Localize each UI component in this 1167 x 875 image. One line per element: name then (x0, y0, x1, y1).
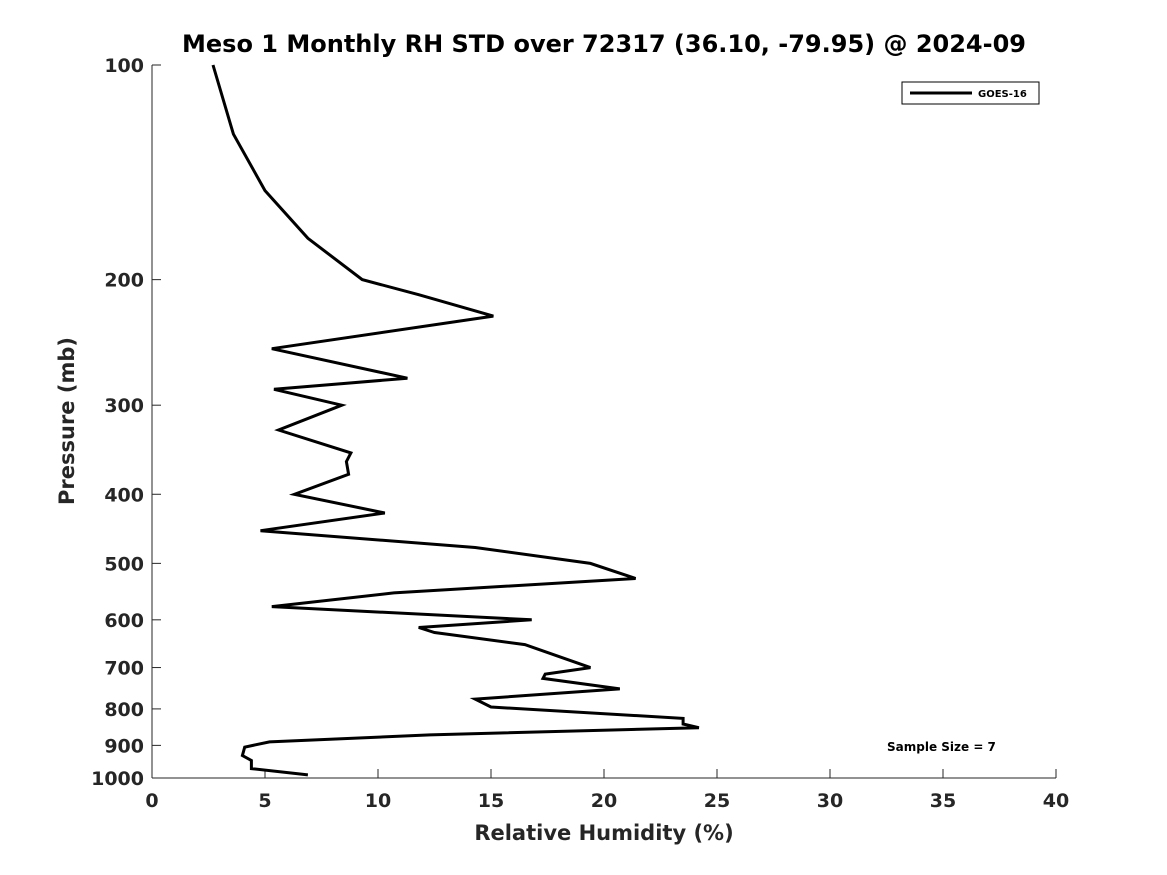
series-layer (211, 64, 700, 777)
x-ticks: 0 5 10 15 20 25 30 35 40 (145, 769, 1069, 812)
y-axis-label: Pressure (mb) (55, 337, 79, 505)
y-tick-label: 300 (104, 395, 144, 417)
y-tick-label: 200 (104, 270, 144, 292)
x-tick-label: 10 (365, 790, 391, 812)
legend-label-goes16: GOES-16 (978, 89, 1027, 100)
x-tick-label: 40 (1043, 790, 1069, 812)
y-tick-label: 800 (104, 699, 144, 721)
x-tick-label: 30 (817, 790, 843, 812)
chart-title: Meso 1 Monthly RH STD over 72317 (36.10,… (182, 30, 1026, 58)
sample-size-annotation: Sample Size = 7 (887, 740, 996, 754)
y-tick-label: 400 (104, 484, 144, 506)
x-tick-label: 25 (704, 790, 730, 812)
y-tick-label: 600 (104, 610, 144, 632)
y-tick-label: 700 (104, 658, 144, 680)
y-ticks: 100 200 300 400 500 600 700 800 900 1000 (91, 55, 161, 790)
axes (151, 65, 1056, 779)
legend: GOES-16 (901, 81, 1040, 105)
y-tick-label: 500 (104, 553, 144, 575)
x-tick-label: 5 (258, 790, 271, 812)
x-axis-label: Relative Humidity (%) (474, 821, 733, 845)
series-line-goes16 (211, 64, 700, 777)
x-tick-label: 0 (145, 790, 158, 812)
y-tick-label: 100 (104, 55, 144, 77)
x-tick-label: 15 (478, 790, 504, 812)
x-tick-label: 35 (930, 790, 956, 812)
y-tick-label: 1000 (91, 768, 144, 790)
x-tick-label: 20 (591, 790, 617, 812)
y-tick-label: 900 (104, 735, 144, 757)
